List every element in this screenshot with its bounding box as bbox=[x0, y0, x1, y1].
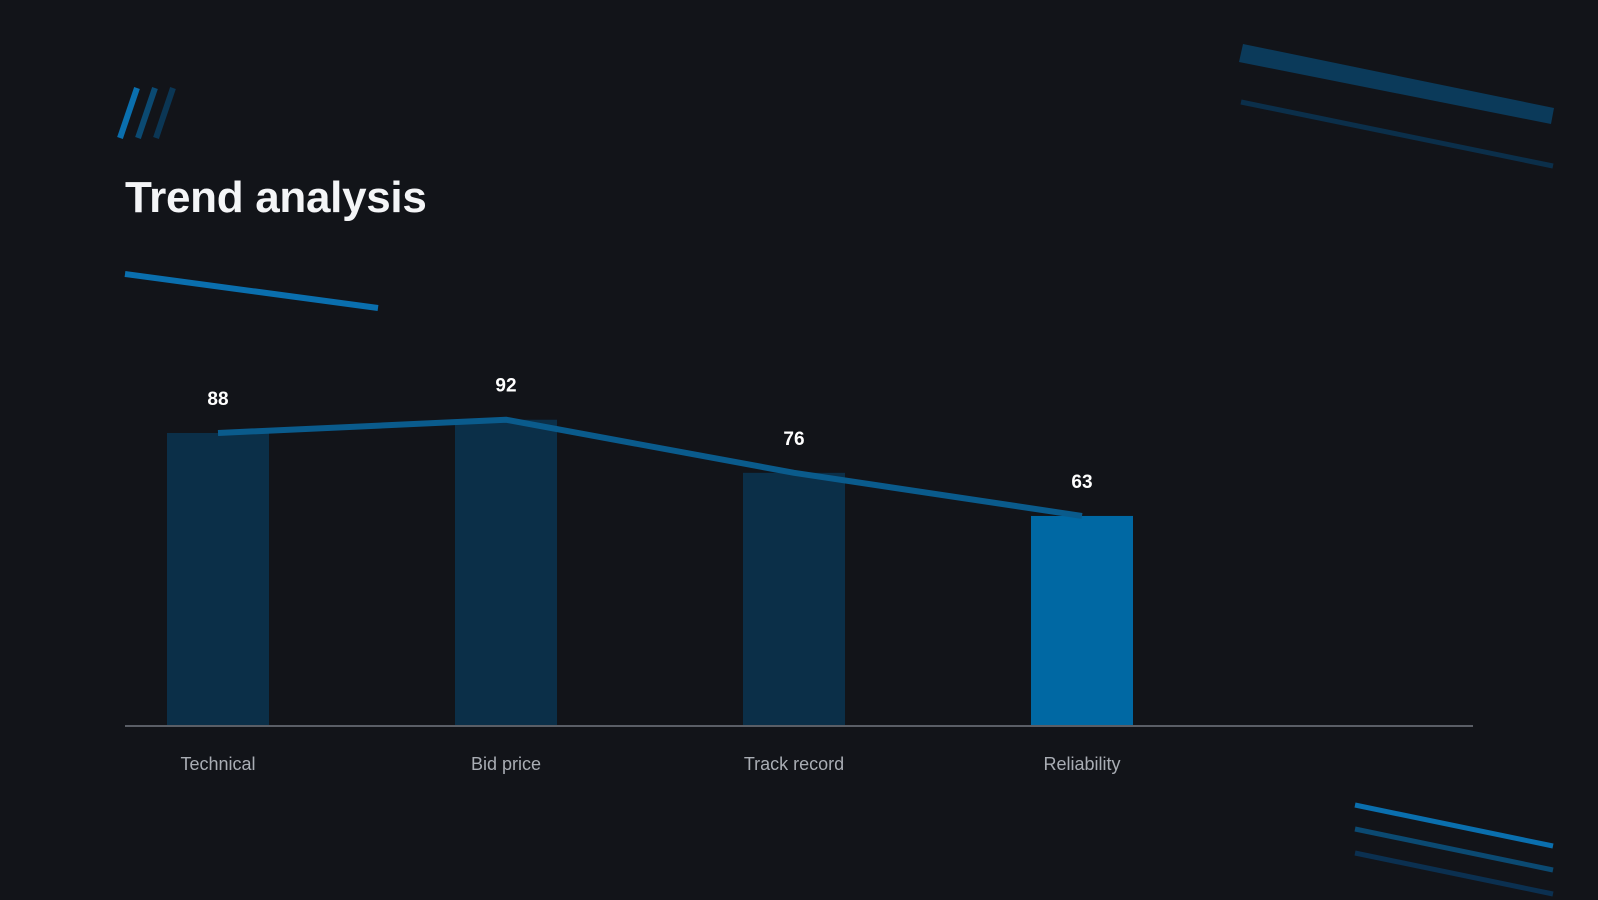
data-label: 63 bbox=[1071, 472, 1092, 493]
page-title: Trend analysis bbox=[125, 173, 427, 222]
data-label: 92 bbox=[495, 376, 516, 397]
tick-label: Bid price bbox=[471, 754, 541, 774]
slash-stripe bbox=[117, 87, 140, 139]
bar-reliability bbox=[1031, 515, 1133, 725]
corner-stripe-thin bbox=[1240, 99, 1554, 169]
data-label: 76 bbox=[783, 429, 804, 450]
data-label: 88 bbox=[207, 389, 228, 410]
corner-stripe bbox=[1354, 802, 1554, 849]
bar-technical bbox=[167, 433, 269, 725]
bar-track-record bbox=[743, 472, 845, 725]
bar-bid-price bbox=[455, 419, 557, 725]
slash-stripe bbox=[135, 87, 158, 139]
tick-label: Track record bbox=[744, 754, 844, 774]
corner-stripe bbox=[1354, 850, 1554, 897]
slash-stripe bbox=[153, 87, 176, 139]
corner-stripe-wide bbox=[1239, 44, 1554, 124]
trend-line bbox=[217, 416, 1083, 519]
corner-stripe bbox=[1354, 826, 1554, 873]
title-accent-line bbox=[124, 271, 379, 311]
tick-label: Reliability bbox=[1043, 754, 1120, 774]
tick-label: Technical bbox=[180, 754, 255, 774]
